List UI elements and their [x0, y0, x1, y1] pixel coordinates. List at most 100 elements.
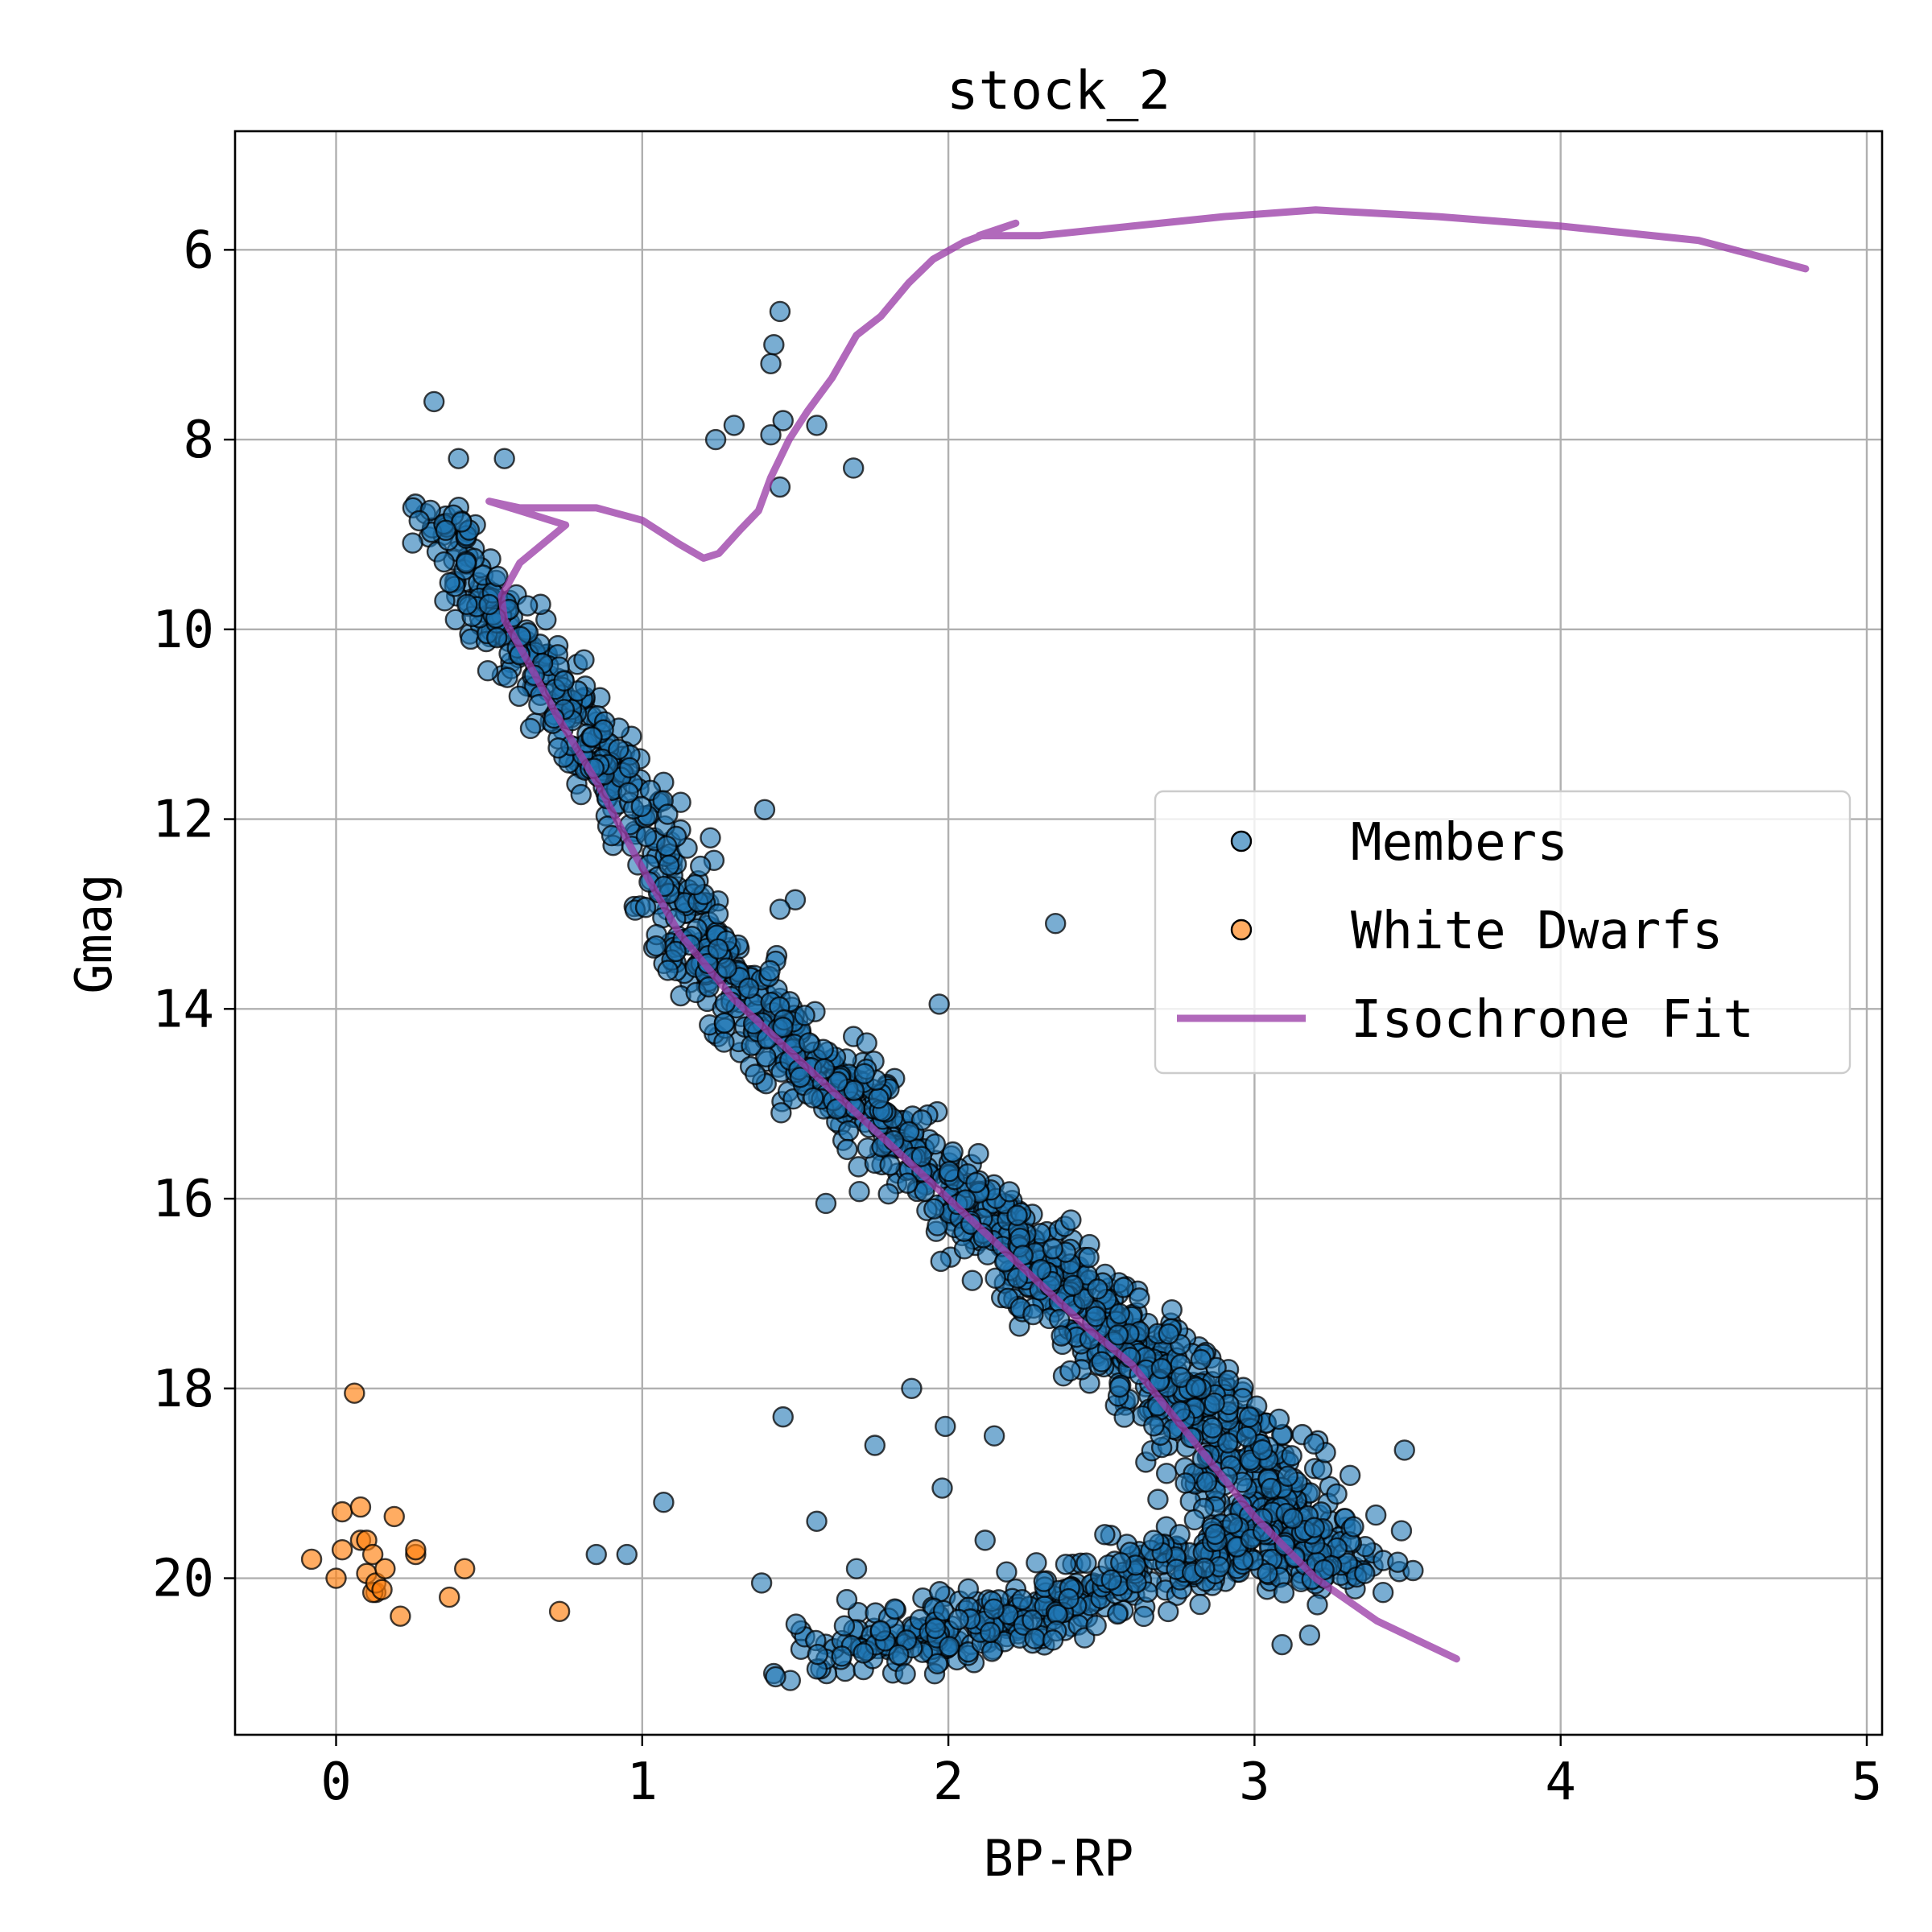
member-point [770, 1102, 792, 1124]
member-point [1011, 1589, 1033, 1611]
member-point [953, 1238, 976, 1260]
member-point [1393, 1439, 1415, 1461]
member-point [657, 960, 679, 981]
member-point [1189, 1593, 1211, 1616]
member-point [1125, 1571, 1147, 1594]
member-point [634, 897, 657, 919]
y-tick-label: 10 [152, 601, 214, 660]
member-point [947, 1608, 969, 1631]
member-point [1085, 1614, 1107, 1637]
member-point [665, 940, 687, 963]
member-point [1326, 1483, 1348, 1505]
member-point [894, 1663, 916, 1685]
member-point [884, 1598, 906, 1620]
member-point [864, 1435, 886, 1456]
member-point [1107, 1324, 1129, 1346]
member-point [408, 510, 430, 532]
member-point [1158, 1600, 1179, 1623]
y-tick-label: 16 [152, 1170, 214, 1229]
member-point [923, 1198, 945, 1220]
member-point [1133, 1605, 1155, 1628]
x-axis-label: BP-RP [984, 1829, 1134, 1888]
member-point [996, 1561, 1018, 1583]
member-point [868, 1088, 890, 1109]
x-tick-label: 3 [1239, 1752, 1270, 1812]
white-dwarf-point [405, 1538, 427, 1561]
member-point [1204, 1523, 1226, 1546]
member-point [772, 1406, 794, 1428]
member-point [1236, 1426, 1257, 1447]
member-point [1006, 1204, 1028, 1226]
legend-members-label: Members [1351, 813, 1568, 873]
member-point [1075, 1552, 1097, 1574]
member-point [1311, 1459, 1333, 1480]
member-point [833, 1615, 856, 1637]
member-point [493, 448, 515, 469]
white-dwarf-point [344, 1382, 365, 1404]
x-tick-label: 2 [933, 1752, 964, 1812]
member-point [1108, 1302, 1131, 1325]
member-point [1303, 1517, 1325, 1538]
member-point [1113, 1406, 1135, 1428]
member-point [930, 1250, 952, 1273]
member-point [1273, 1582, 1295, 1604]
white-dwarf-point [390, 1605, 411, 1627]
member-point [1022, 1303, 1044, 1326]
white-dwarf-point [300, 1548, 323, 1571]
member-point [1387, 1551, 1409, 1573]
member-point [803, 1087, 824, 1108]
legend-white-dwarfs-marker [1230, 919, 1253, 941]
member-point [769, 300, 791, 323]
member-point [785, 1613, 807, 1635]
member-point [1094, 1524, 1116, 1546]
member-point [1110, 1552, 1132, 1574]
plot-frame [233, 130, 1884, 1736]
member-point [516, 595, 539, 617]
member-point [1113, 1277, 1134, 1298]
member-point [573, 649, 595, 671]
member-point [704, 428, 727, 451]
member-point [1150, 1357, 1173, 1380]
member-point [1251, 1439, 1274, 1461]
member-point [487, 565, 509, 588]
member-point [653, 1492, 675, 1513]
member-point [794, 1005, 815, 1026]
member-point [983, 1598, 1005, 1620]
member-point [961, 1269, 984, 1291]
member-point [955, 1189, 976, 1211]
member-point [789, 1067, 811, 1088]
member-point [1107, 1603, 1129, 1625]
member-point [723, 415, 745, 436]
member-point [1030, 1258, 1052, 1281]
member-point [508, 685, 530, 708]
legend-box [1154, 790, 1852, 1075]
member-point [402, 532, 423, 554]
member-point [1238, 1406, 1261, 1428]
member-point [1058, 1587, 1080, 1610]
member-point [1169, 1524, 1191, 1546]
member-point [690, 855, 712, 877]
member-point [713, 1012, 736, 1034]
x-tick-label: 0 [320, 1752, 352, 1812]
member-point [843, 457, 865, 479]
member-point [979, 1621, 1001, 1643]
white-dwarf-point [383, 1505, 405, 1528]
member-point [931, 1477, 953, 1499]
member-point [1147, 1488, 1169, 1510]
member-point [836, 1588, 858, 1611]
series-layer [300, 206, 1810, 1691]
member-point [745, 1063, 766, 1085]
member-point [924, 1617, 947, 1640]
member-point [547, 737, 569, 759]
member-point [423, 390, 445, 413]
member-point [1091, 1351, 1113, 1373]
member-point [716, 957, 737, 979]
member-point [968, 1142, 989, 1165]
member-point [456, 593, 478, 616]
white-dwarf-point [331, 1501, 353, 1523]
member-point [1161, 1298, 1183, 1321]
member-point [853, 1063, 875, 1085]
y-tick-label: 18 [152, 1360, 214, 1419]
member-point [435, 519, 456, 541]
